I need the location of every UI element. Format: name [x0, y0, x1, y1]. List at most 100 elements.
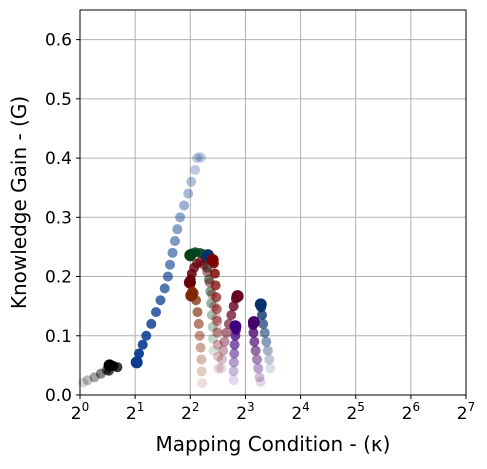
- y-tick-label: 0.4: [45, 149, 72, 169]
- y-tick-label: 0.1: [45, 327, 72, 347]
- x-axis-label: Mapping Condition - (κ): [156, 432, 391, 456]
- scatter-point: [219, 336, 230, 347]
- scatter-point: [228, 366, 239, 377]
- scatter-point: [191, 295, 202, 306]
- x-tick-label: 25: [346, 400, 364, 424]
- scatter-point: [212, 339, 223, 350]
- scatter-point: [195, 342, 206, 353]
- scatter-point: [194, 151, 205, 162]
- scatter-point: [89, 372, 100, 383]
- scatter-point: [151, 307, 162, 318]
- x-tick-label: 24: [291, 400, 309, 424]
- y-tick-label: 0.2: [45, 268, 72, 288]
- scatter-point: [255, 376, 266, 387]
- scatter-point: [230, 330, 241, 341]
- scatter-point: [209, 268, 220, 279]
- scatter-point: [256, 302, 267, 313]
- scatter-point: [212, 324, 223, 335]
- scatter-point: [134, 348, 145, 359]
- scatter-point: [262, 345, 273, 356]
- scatter-point: [228, 357, 239, 368]
- scatter-point: [196, 354, 207, 365]
- scatter-point: [137, 339, 148, 350]
- scatter-point: [196, 366, 207, 377]
- scatter-point: [256, 310, 267, 321]
- series-trajectory: [247, 316, 266, 387]
- x-tick-label: 23: [236, 400, 254, 424]
- scatter-point: [82, 375, 93, 386]
- scatter-point: [230, 293, 241, 304]
- scatter-point: [216, 354, 227, 365]
- scatter-point: [254, 372, 265, 383]
- scatter-point: [162, 271, 173, 282]
- scatter-point: [211, 292, 222, 303]
- scatter-point: [251, 354, 262, 365]
- scatter-point: [253, 363, 264, 374]
- y-tick-label: 0.5: [45, 90, 72, 110]
- series-trajectory: [228, 320, 242, 386]
- scatter-point: [229, 339, 240, 350]
- scatter-points: [78, 151, 276, 389]
- scatter-point: [210, 280, 221, 291]
- scatter-point: [165, 259, 176, 270]
- scatter-point: [228, 301, 239, 312]
- scatter-point: [212, 315, 223, 326]
- scatter-point: [229, 348, 240, 359]
- scatter-point: [207, 321, 218, 332]
- scatter-point: [202, 266, 213, 277]
- series-trajectory: [130, 151, 207, 369]
- scatter-point: [172, 224, 183, 235]
- series-trajectory: [206, 253, 224, 374]
- scatter-point: [208, 258, 219, 269]
- scatter-point: [190, 164, 201, 175]
- grid: [79, 10, 467, 396]
- y-tick-label: 0.6: [45, 31, 72, 51]
- scatter-point: [216, 363, 227, 374]
- scatter-point: [95, 368, 106, 379]
- x-tick-label: 27: [457, 400, 475, 424]
- scatter-point: [207, 333, 218, 344]
- series-trajectory: [78, 359, 123, 388]
- scatter-point: [101, 365, 112, 376]
- x-tick-label: 20: [71, 400, 89, 424]
- scatter-point: [196, 153, 207, 164]
- y-tick-label: 0.0: [45, 386, 72, 406]
- x-tick-label: 26: [402, 400, 420, 424]
- y-tick-labels: 0.0 0.1 0.2 0.3 0.4 0.5 0.6: [45, 31, 80, 406]
- scatter-point: [213, 363, 224, 374]
- scatter-point: [169, 236, 180, 246]
- scatter-point: [183, 188, 194, 199]
- x-tick-label: 21: [126, 400, 144, 424]
- scatter-point: [228, 375, 239, 386]
- scatter-point: [226, 310, 237, 321]
- scatter-point: [112, 362, 123, 373]
- scatter-point: [159, 283, 170, 294]
- scatter-point: [221, 327, 232, 338]
- scatter-point: [264, 354, 275, 365]
- scatter-point: [249, 336, 260, 347]
- scatter-point: [191, 153, 202, 164]
- x-tick-label: 22: [181, 400, 199, 424]
- scatter-point: [208, 345, 219, 356]
- series-trajectory: [254, 298, 276, 374]
- scatter-point: [213, 351, 224, 362]
- scatter-point: [193, 318, 204, 329]
- scatter-point: [250, 345, 261, 356]
- scatter-point: [261, 336, 272, 347]
- scatter-point: [197, 378, 208, 389]
- plot-frame: [79, 9, 467, 396]
- series-trajectory: [185, 286, 208, 389]
- scatter-point: [130, 356, 143, 369]
- scatter-point: [179, 200, 190, 211]
- scatter-point: [192, 307, 203, 318]
- scatter-point: [212, 327, 223, 338]
- x-tick-labels: 20 21 22 23 24 25 26 27: [71, 395, 475, 424]
- scatter-point: [175, 212, 186, 223]
- scatter-point: [167, 247, 178, 258]
- scatter-point: [78, 377, 89, 388]
- scatter-point: [146, 318, 157, 329]
- scatter-point: [211, 304, 222, 315]
- y-tick-label: 0.3: [45, 208, 72, 228]
- scatter-point: [258, 318, 269, 329]
- series-trajectory: [216, 290, 244, 374]
